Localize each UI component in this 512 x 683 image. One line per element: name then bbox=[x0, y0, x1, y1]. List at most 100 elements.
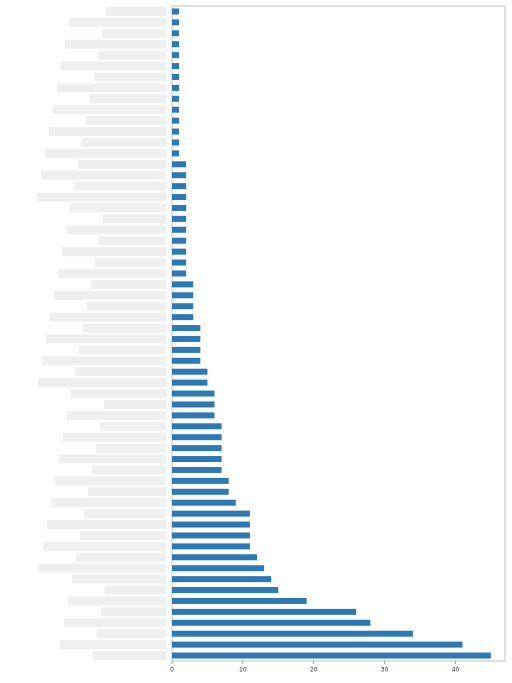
label-box bbox=[103, 214, 166, 224]
label-box bbox=[95, 258, 166, 268]
label-box bbox=[41, 170, 166, 180]
label-box bbox=[38, 378, 166, 388]
label-box bbox=[63, 432, 166, 442]
bar bbox=[172, 84, 180, 91]
label-box bbox=[105, 585, 166, 595]
bar bbox=[172, 477, 229, 484]
label-box bbox=[64, 618, 166, 628]
label-box bbox=[102, 28, 166, 38]
x-tick-label: 10 bbox=[239, 667, 247, 674]
bar bbox=[172, 368, 208, 375]
bar bbox=[172, 237, 187, 244]
bar bbox=[172, 521, 250, 528]
label-box bbox=[88, 487, 166, 497]
label-box bbox=[90, 94, 166, 104]
label-box bbox=[43, 541, 166, 551]
bar bbox=[172, 554, 258, 561]
label-box bbox=[46, 334, 166, 344]
bar bbox=[172, 379, 208, 386]
bar bbox=[172, 488, 229, 495]
bar bbox=[172, 434, 222, 441]
bar bbox=[172, 172, 187, 179]
label-box bbox=[51, 498, 166, 508]
label-box bbox=[96, 443, 166, 453]
label-box bbox=[72, 574, 166, 584]
label-box bbox=[78, 159, 166, 169]
bar bbox=[172, 587, 279, 594]
bar bbox=[172, 608, 357, 615]
label-box bbox=[87, 301, 166, 311]
label-box bbox=[57, 83, 166, 93]
label-box bbox=[39, 563, 166, 573]
label-box bbox=[101, 607, 166, 617]
bar bbox=[172, 194, 187, 201]
bar bbox=[172, 204, 187, 211]
bar bbox=[172, 41, 180, 48]
bar bbox=[172, 401, 215, 408]
bar bbox=[172, 423, 222, 430]
bar bbox=[172, 128, 180, 135]
label-box bbox=[54, 290, 166, 300]
label-box bbox=[70, 203, 166, 213]
label-box bbox=[86, 116, 166, 126]
bar bbox=[172, 499, 236, 506]
label-box bbox=[62, 247, 166, 257]
bar bbox=[172, 510, 250, 517]
label-box bbox=[74, 181, 166, 191]
label-box bbox=[80, 530, 166, 540]
label-box bbox=[47, 520, 166, 530]
bar bbox=[172, 117, 180, 124]
label-box bbox=[53, 105, 166, 115]
bar bbox=[172, 532, 250, 539]
bar bbox=[172, 597, 307, 604]
bar bbox=[172, 456, 222, 463]
bar bbox=[172, 466, 222, 473]
bar bbox=[172, 226, 187, 233]
label-box bbox=[67, 410, 166, 420]
label-box bbox=[83, 323, 166, 333]
label-box bbox=[49, 127, 166, 137]
label-box bbox=[45, 148, 166, 158]
x-tick-label: 30 bbox=[381, 667, 389, 674]
bar bbox=[172, 652, 491, 659]
bar bbox=[172, 106, 180, 113]
bar bbox=[172, 183, 187, 190]
bar bbox=[172, 95, 180, 102]
label-box bbox=[66, 225, 166, 235]
bar bbox=[172, 259, 187, 266]
bar bbox=[172, 303, 194, 310]
bar bbox=[172, 630, 413, 637]
x-tick-label: 0 bbox=[170, 667, 174, 674]
bar bbox=[172, 543, 250, 550]
label-box bbox=[98, 50, 166, 60]
bar bbox=[172, 281, 194, 288]
label-box bbox=[59, 454, 166, 464]
label-box bbox=[84, 509, 166, 519]
bar bbox=[172, 576, 272, 583]
bar bbox=[172, 565, 265, 572]
label-box bbox=[82, 137, 166, 147]
bar bbox=[172, 390, 215, 397]
bar bbox=[172, 150, 180, 157]
label-box bbox=[94, 72, 166, 82]
label-box bbox=[42, 356, 166, 366]
bar bbox=[172, 445, 222, 452]
label-box bbox=[68, 596, 166, 606]
label-box bbox=[69, 17, 166, 27]
x-tick-label: 20 bbox=[310, 667, 318, 674]
label-box bbox=[60, 640, 166, 650]
bar bbox=[172, 215, 187, 222]
label-box bbox=[100, 421, 166, 431]
bar bbox=[172, 248, 187, 255]
label-box bbox=[106, 6, 166, 16]
bar bbox=[172, 270, 187, 277]
label-box bbox=[50, 312, 166, 322]
x-tick-label: 40 bbox=[452, 667, 460, 674]
bar bbox=[172, 161, 187, 168]
label-box bbox=[55, 476, 166, 486]
bar bbox=[172, 73, 180, 80]
bar bbox=[172, 641, 463, 648]
label-box bbox=[99, 236, 166, 246]
bar bbox=[172, 52, 180, 59]
